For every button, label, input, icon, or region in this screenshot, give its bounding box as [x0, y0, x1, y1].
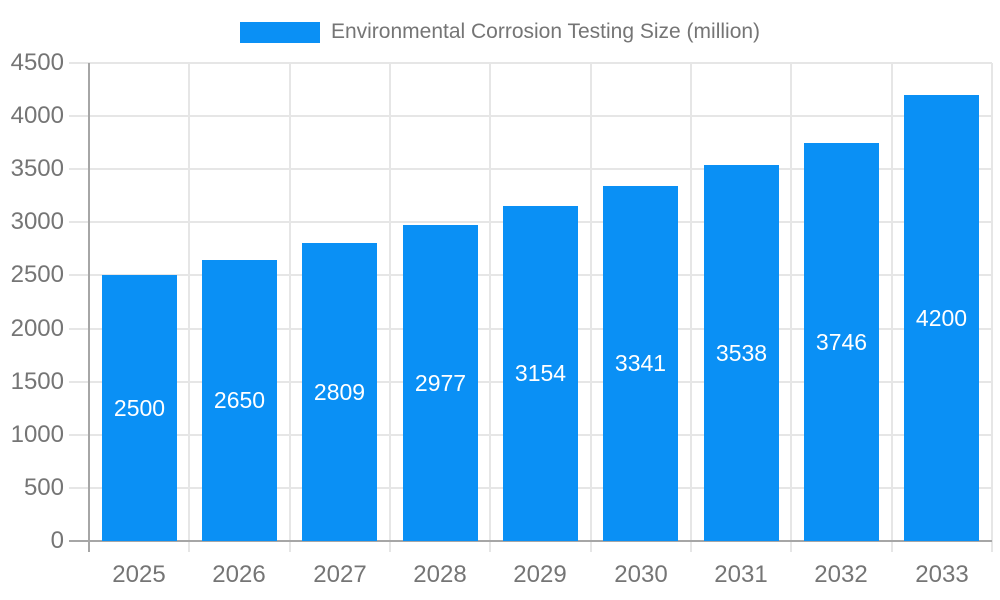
x-gridline — [289, 63, 291, 552]
x-gridline — [891, 63, 893, 552]
bar-value-label: 3746 — [815, 328, 868, 355]
y-axis-tick-label: 4500 — [10, 49, 64, 76]
x-axis-tick-label: 2027 — [313, 561, 367, 588]
x-axis-tick-label: 2028 — [413, 561, 467, 588]
x-axis-line — [89, 540, 992, 542]
x-gridline — [389, 63, 391, 552]
y-axis-tick-label: 1500 — [10, 368, 64, 395]
legend-swatch — [239, 21, 320, 43]
y-axis-tick-label: 1000 — [10, 421, 64, 448]
bar-value-label: 3154 — [514, 360, 567, 386]
bar-value-label: 2809 — [313, 378, 366, 405]
bar-value-label: 4200 — [915, 304, 968, 331]
y-axis-line — [88, 63, 90, 552]
bar-2032[interactable]: 3746 — [804, 143, 879, 541]
bar-value-label: 3341 — [614, 350, 667, 376]
x-axis-tick-label: 2025 — [112, 561, 166, 588]
y-axis-tick-label: 2000 — [10, 315, 64, 342]
x-gridline — [590, 63, 592, 552]
x-axis-tick-label: 2032 — [814, 561, 868, 588]
x-gridline — [489, 63, 491, 552]
y-axis-tick-label: 500 — [23, 474, 64, 501]
bar-value-label: 2977 — [414, 369, 467, 396]
bar-value-label: 2500 — [113, 394, 166, 421]
y-axis-tick-label: 2500 — [10, 261, 64, 288]
bar-value-label: 3538 — [715, 339, 768, 366]
x-gridline — [991, 63, 993, 552]
bar-2026[interactable]: 2650 — [202, 260, 277, 541]
bar-2031[interactable]: 3538 — [704, 165, 779, 541]
y-gridline — [69, 168, 992, 170]
y-axis-tick-label: 3000 — [10, 208, 64, 235]
bar-2027[interactable]: 2809 — [302, 243, 377, 541]
x-axis-tick-label: 2031 — [714, 561, 768, 588]
x-axis-tick — [69, 540, 89, 542]
bar-2030[interactable]: 3341 — [603, 186, 678, 541]
bar-2029[interactable]: 3154 — [503, 206, 578, 541]
x-gridline — [690, 63, 692, 552]
y-axis-tick-label: 0 — [50, 527, 64, 554]
legend-label: Environmental Corrosion Testing Size (mi… — [330, 20, 761, 43]
x-axis-tick-label: 2030 — [614, 561, 668, 588]
x-axis-tick-label: 2026 — [212, 561, 266, 588]
bar-value-label: 2650 — [213, 387, 266, 413]
x-gridline — [188, 63, 190, 552]
y-axis-tick-label: 3500 — [10, 155, 64, 182]
y-gridline — [69, 62, 992, 64]
bar-2025[interactable]: 2500 — [102, 275, 177, 541]
bar-2028[interactable]: 2977 — [403, 225, 478, 541]
bar-2033[interactable]: 4200 — [904, 95, 979, 541]
x-gridline — [790, 63, 792, 552]
x-axis-tick-label: 2029 — [513, 561, 567, 588]
x-axis-tick-label: 2033 — [915, 561, 969, 588]
chart-legend: Environmental Corrosion Testing Size (mi… — [0, 14, 1000, 50]
y-axis-tick-label: 4000 — [10, 102, 64, 129]
y-gridline — [69, 115, 992, 117]
